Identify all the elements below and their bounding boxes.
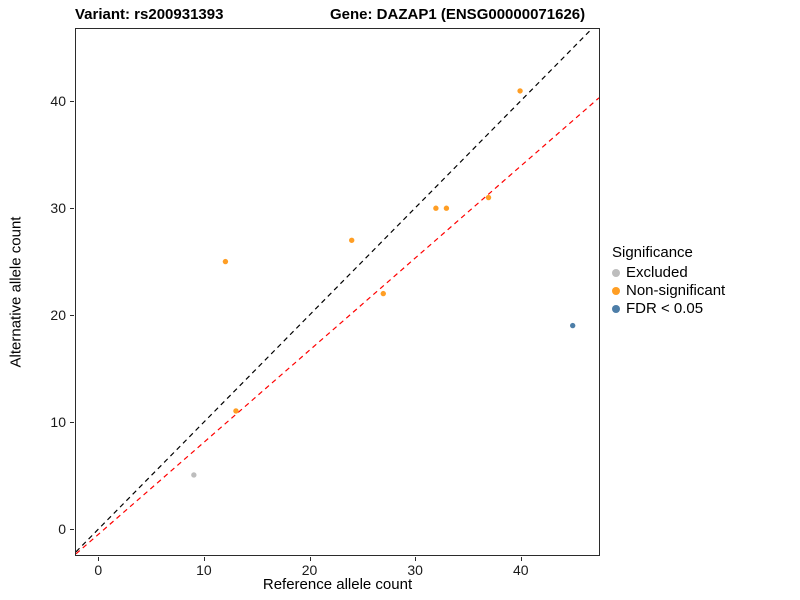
legend-dot-icon <box>612 286 620 295</box>
y-tick-label: 10 <box>50 414 66 431</box>
data-point-non-significant <box>433 205 439 211</box>
legend-item-excluded: Excluded <box>612 264 725 281</box>
x-tick-label: 0 <box>94 562 103 578</box>
data-point-excluded <box>191 472 197 478</box>
x-tick-mark <box>520 557 522 561</box>
legend-item-label: FDR < 0.05 <box>626 300 704 317</box>
x-tick-mark <box>203 557 205 561</box>
y-tick-mark <box>70 100 74 102</box>
y-tick-mark <box>70 207 74 209</box>
data-point-non-significant <box>349 237 355 243</box>
legend-title: Significance <box>612 244 693 261</box>
plot-svg <box>76 29 599 555</box>
y-tick-label: 0 <box>58 521 66 538</box>
y-tick-label: 40 <box>50 92 66 109</box>
x-tick-mark <box>98 557 100 561</box>
gene-title: Gene: DAZAP1 (ENSG00000071626) <box>330 6 586 23</box>
data-point-non-significant <box>443 205 450 211</box>
legend-dot-icon <box>612 268 620 277</box>
legend: Significance Excluded Non-significant FDR … <box>612 244 725 318</box>
x-tick-label: 20 <box>301 562 318 578</box>
legend-item-label: Non-significant <box>626 282 726 299</box>
identity-line <box>76 29 593 553</box>
legend-item-label: Excluded <box>626 264 688 281</box>
plot-panel <box>75 28 600 556</box>
variant-title: Variant: rs200931393 <box>75 6 224 23</box>
y-tick-label: 20 <box>50 307 66 324</box>
x-tick-mark <box>415 557 417 561</box>
data-point-non-significant <box>222 258 229 265</box>
legend-item-fdr-0-05: FDR < 0.05 <box>612 300 725 317</box>
y-tick-mark <box>70 315 74 317</box>
x-axis-label: Reference allele count <box>262 576 413 593</box>
x-tick-label: 10 <box>196 562 212 578</box>
y-tick-mark <box>70 422 74 424</box>
data-point-non-significant <box>485 194 492 201</box>
data-point-non-significant <box>380 290 386 297</box>
legend-items: Excluded Non-significant FDR < 0.05 <box>612 264 725 317</box>
x-tick-label: 40 <box>512 562 529 578</box>
y-axis-label: Alternative allele count <box>7 216 25 368</box>
x-tick-mark <box>309 557 311 561</box>
data-point-non-significant <box>233 408 239 414</box>
legend-dot-icon <box>612 304 620 313</box>
x-tick-label: 30 <box>407 562 423 578</box>
data-point-fdr-0-05 <box>570 322 576 329</box>
legend-item-non-significant: Non-significant <box>612 282 725 299</box>
regression-line <box>76 97 599 555</box>
y-tick-mark <box>70 529 74 531</box>
data-point-non-significant <box>517 88 523 94</box>
y-tick-label: 30 <box>50 199 66 216</box>
